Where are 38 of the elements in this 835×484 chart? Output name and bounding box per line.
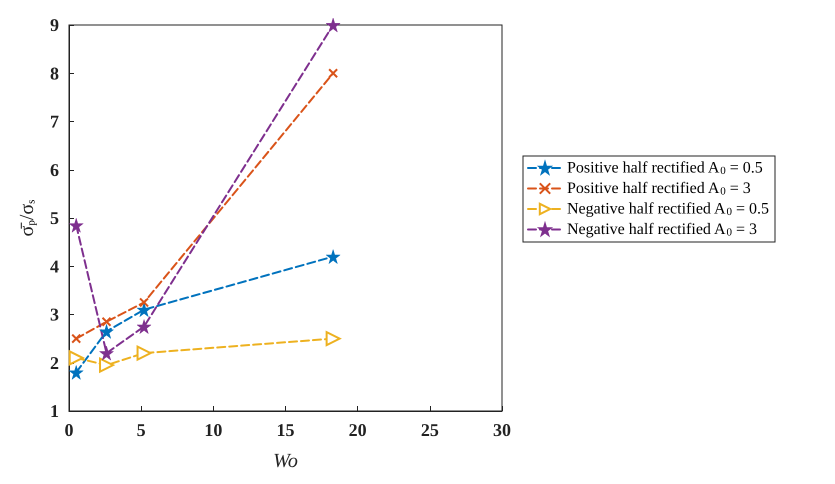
- x-tick-label: 15: [276, 420, 294, 440]
- y-tick-label: 9: [50, 15, 59, 35]
- x-tick-label: 30: [493, 420, 511, 440]
- point: [68, 350, 84, 366]
- x-tick-label: 25: [420, 420, 439, 440]
- legend-label: Negative half rectified A0 = 0.5: [567, 200, 770, 218]
- point: [99, 358, 114, 373]
- y-tick-label: 2: [50, 352, 59, 373]
- point: [136, 302, 152, 317]
- legend-label: Positive half rectified A0 = 3: [567, 180, 751, 198]
- y-axis-title: σ̄p/σs: [16, 200, 38, 236]
- y-tick-label: 3: [50, 304, 59, 324]
- y-tick-label: 5: [50, 208, 59, 228]
- point: [136, 346, 152, 361]
- y-tick-label: 4: [50, 256, 59, 276]
- legend-label: Negative half rectified A0 = 3: [567, 221, 758, 238]
- point: [68, 218, 84, 232]
- point: [326, 331, 341, 346]
- x-tick-label: 10: [204, 420, 222, 440]
- x-axis-title: Wo: [273, 450, 298, 472]
- point: [136, 319, 152, 334]
- point: [139, 297, 150, 308]
- x-tick-label: 0: [64, 420, 74, 440]
- point: [326, 249, 340, 264]
- point: [68, 365, 84, 380]
- legend-label: Positive half rectified A0 = 0.5: [567, 160, 763, 177]
- point: [328, 68, 338, 78]
- point: [99, 346, 114, 360]
- x-tick-label: 20: [348, 420, 367, 440]
- y-tick-label: 7: [50, 112, 59, 132]
- y-tick-label: 1: [50, 401, 59, 421]
- y-tick-label: 8: [50, 63, 59, 84]
- point: [326, 18, 340, 32]
- point: [99, 324, 114, 339]
- x-tick-label: 5: [136, 420, 146, 440]
- point: [102, 316, 112, 327]
- point: [71, 334, 82, 344]
- y-tick-label: 6: [50, 160, 59, 180]
